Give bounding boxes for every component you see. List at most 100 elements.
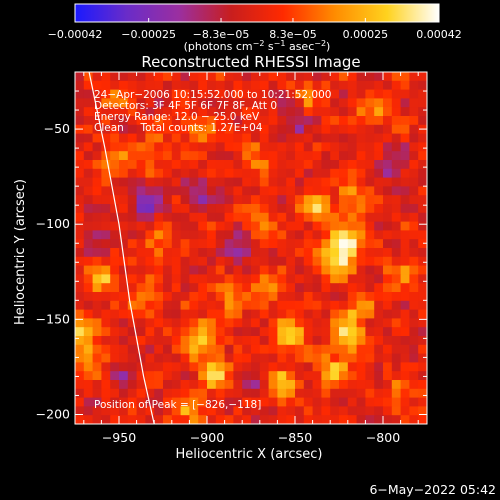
heatmap-pixel (154, 204, 164, 214)
heatmap-pixel (207, 89, 217, 99)
heatmap-pixel (295, 248, 305, 258)
heatmap-pixel (198, 142, 208, 152)
heatmap-pixel (409, 142, 419, 152)
heatmap-pixel (215, 142, 226, 152)
heatmap-pixel (330, 98, 340, 108)
heatmap-pixel (409, 124, 419, 135)
heatmap-pixel (145, 327, 155, 337)
heatmap-pixel (215, 248, 226, 258)
heatmap-pixel (251, 380, 261, 390)
heatmap-pixel (224, 230, 234, 240)
heatmap-pixel (207, 309, 217, 319)
heatmap-pixel (145, 344, 155, 355)
heatmap-pixel (383, 160, 393, 170)
heatmap-pixel (198, 212, 208, 223)
heatmap-pixel (180, 327, 190, 337)
heatmap-pixel (127, 124, 138, 135)
heatmap-pixel (356, 195, 366, 205)
heatmap-pixel (321, 371, 331, 381)
heatmap-pixel (268, 80, 278, 91)
heatmap-pixel (409, 204, 419, 214)
heatmap-pixel (207, 116, 217, 126)
heatmap-pixel (347, 327, 358, 337)
heatmap-pixel (400, 371, 410, 381)
heatmap-pixel (110, 256, 120, 267)
heatmap-pixel (101, 397, 111, 407)
heatmap-pixel (215, 116, 226, 126)
heatmap-pixel (295, 292, 305, 302)
heatmap-pixel (347, 318, 358, 328)
heatmap-pixel (374, 344, 384, 355)
heatmap-pixel (312, 116, 322, 126)
heatmap-pixel (136, 309, 146, 319)
heatmap-pixel (207, 380, 217, 390)
heatmap-pixel (189, 292, 199, 302)
heatmap-pixel (171, 274, 182, 284)
heatmap-pixel (136, 107, 146, 117)
heatmap-pixel (215, 397, 226, 407)
heatmap-pixel (215, 380, 226, 390)
heatmap-pixel (268, 415, 278, 424)
heatmap-pixel (154, 80, 164, 91)
heatmap-pixel (383, 292, 393, 302)
heatmap-pixel (391, 160, 402, 170)
heatmap-pixel (347, 107, 358, 117)
heatmap-pixel (233, 397, 243, 407)
heatmap-pixel (330, 230, 340, 240)
heatmap-pixel (259, 362, 270, 372)
heatmap-pixel (339, 160, 349, 170)
heatmap-pixel (312, 300, 322, 311)
heatmap-pixel (400, 248, 410, 258)
heatmap-pixel (233, 177, 243, 187)
heatmap-pixel (233, 265, 243, 275)
heatmap-pixel (277, 344, 287, 355)
heatmap-pixel (347, 168, 358, 179)
heatmap-pixel (365, 168, 375, 179)
heatmap-pixel (339, 133, 349, 143)
heatmap-pixel (154, 336, 164, 346)
heatmap-pixel (110, 300, 120, 311)
heatmap-pixel (136, 239, 146, 249)
heatmap-pixel (136, 292, 146, 302)
heatmap-pixel (418, 186, 427, 196)
heatmap-pixel (207, 415, 217, 424)
heatmap-pixel (110, 72, 120, 82)
heatmap-pixel (215, 300, 226, 311)
heatmap-pixel (154, 168, 164, 179)
heatmap-pixel (409, 98, 419, 108)
heatmap-pixel (330, 283, 340, 293)
heatmap-pixel (101, 72, 111, 82)
heatmap-pixel (347, 133, 358, 143)
heatmap-pixel (286, 133, 296, 143)
heatmap-pixel (75, 195, 85, 205)
heatmap-pixel (163, 336, 173, 346)
heatmap-pixel (295, 160, 305, 170)
heatmap-pixel (409, 397, 419, 407)
heatmap-pixel (312, 292, 322, 302)
y-tick-label: −200 (36, 406, 70, 421)
heatmap-pixel (127, 353, 138, 363)
heatmap-pixel (312, 371, 322, 381)
heatmap-pixel (136, 177, 146, 187)
heatmap-pixel (330, 380, 340, 390)
heatmap-pixel (374, 239, 384, 249)
heatmap-pixel (391, 292, 402, 302)
heatmap-pixel (383, 98, 393, 108)
heatmap-pixel (154, 300, 164, 311)
heatmap-pixel (207, 230, 217, 240)
heatmap-pixel (356, 133, 366, 143)
heatmap-pixel (75, 230, 85, 240)
heatmap-pixel (374, 318, 384, 328)
heatmap-pixel (92, 353, 102, 363)
heatmap-pixel (127, 116, 138, 126)
heatmap-pixel (356, 300, 366, 311)
heatmap-pixel (154, 72, 164, 82)
heatmap-pixel (75, 318, 85, 328)
heatmap-pixel (268, 133, 278, 143)
heatmap-pixel (83, 353, 94, 363)
heatmap-pixel (356, 89, 366, 99)
heatmap-pixel (136, 124, 146, 135)
heatmap-pixel (75, 415, 85, 424)
heatmap-pixel (233, 362, 243, 372)
heatmap-pixel (224, 89, 234, 99)
